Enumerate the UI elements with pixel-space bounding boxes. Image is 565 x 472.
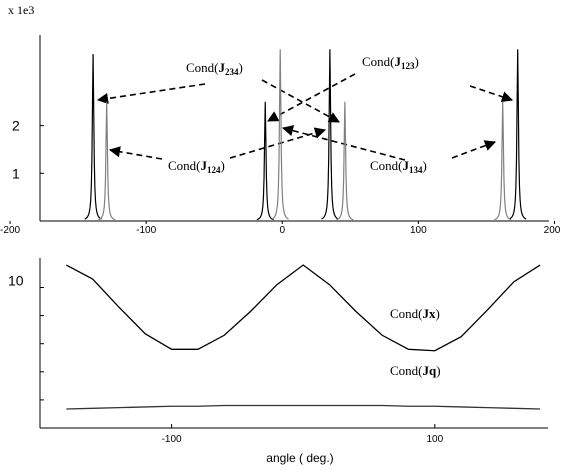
- curve-label-symbol: Jx: [423, 306, 437, 321]
- annotation-suffix: ): [415, 54, 419, 69]
- x-tick-label: 0: [279, 225, 285, 236]
- spike: [84, 54, 102, 220]
- y-tick-label: 1: [12, 165, 20, 181]
- annotation-suffix: ): [221, 158, 225, 173]
- y-unit: x 1e3: [8, 3, 34, 17]
- annotation-symbol: J: [395, 54, 402, 69]
- annotation-prefix: Cond(: [168, 158, 201, 173]
- x-tick-label: -200: [0, 225, 20, 236]
- y-tick-label: 10: [8, 273, 24, 289]
- annotation-sub: 234: [225, 67, 239, 77]
- arrow: [261, 79, 340, 123]
- arrow: [451, 140, 497, 159]
- arrow: [96, 83, 206, 105]
- x-tick-label: 200: [544, 225, 561, 236]
- x-axis-label: angle ( deg.): [266, 451, 333, 465]
- arrow: [229, 127, 327, 159]
- curve-label-prefix: Cond(: [390, 363, 423, 378]
- spike: [494, 101, 512, 221]
- arrow: [108, 146, 163, 160]
- annotation-sub: 124: [207, 165, 221, 175]
- annotation: Cond(J134): [370, 158, 427, 175]
- x-tick-label: 100: [426, 434, 443, 445]
- spike: [336, 101, 354, 221]
- curve-label: Cond(Jx): [390, 306, 440, 321]
- annotation-suffix: ): [423, 158, 427, 173]
- annotation-symbol: J: [219, 60, 226, 75]
- curve-label-prefix: Cond(: [390, 306, 423, 321]
- x-tick-label: -100: [162, 434, 182, 445]
- annotation-symbol: J: [403, 158, 410, 173]
- annotation: Cond(J124): [168, 158, 225, 175]
- curve-label-suffix: ): [436, 306, 440, 321]
- curve-label-suffix: ): [436, 363, 440, 378]
- curve-label: Cond(Jq): [390, 363, 441, 378]
- annotation: Cond(J123): [362, 54, 419, 71]
- spike: [256, 101, 274, 221]
- annotation-sub: 134: [409, 165, 423, 175]
- arrow: [469, 85, 514, 103]
- annotation-prefix: Cond(: [370, 158, 403, 173]
- annotation-prefix: Cond(: [186, 60, 219, 75]
- x-tick-label: -100: [136, 225, 156, 236]
- x-tick-label: 100: [410, 225, 427, 236]
- spike: [509, 49, 527, 220]
- annotation-prefix: Cond(: [362, 54, 395, 69]
- spike: [98, 101, 116, 221]
- annotation-suffix: ): [239, 60, 243, 75]
- curve: [66, 404, 541, 410]
- annotation-symbol: J: [201, 158, 208, 173]
- curve: [66, 264, 541, 352]
- arrow: [267, 73, 356, 122]
- annotation: Cond(J234): [186, 60, 243, 77]
- annotation-sub: 123: [401, 61, 415, 71]
- spike: [321, 49, 339, 220]
- y-tick-label: 2: [12, 118, 20, 134]
- spike: [271, 49, 289, 220]
- curve-label-symbol: Jq: [423, 363, 438, 378]
- arrows: [96, 73, 514, 161]
